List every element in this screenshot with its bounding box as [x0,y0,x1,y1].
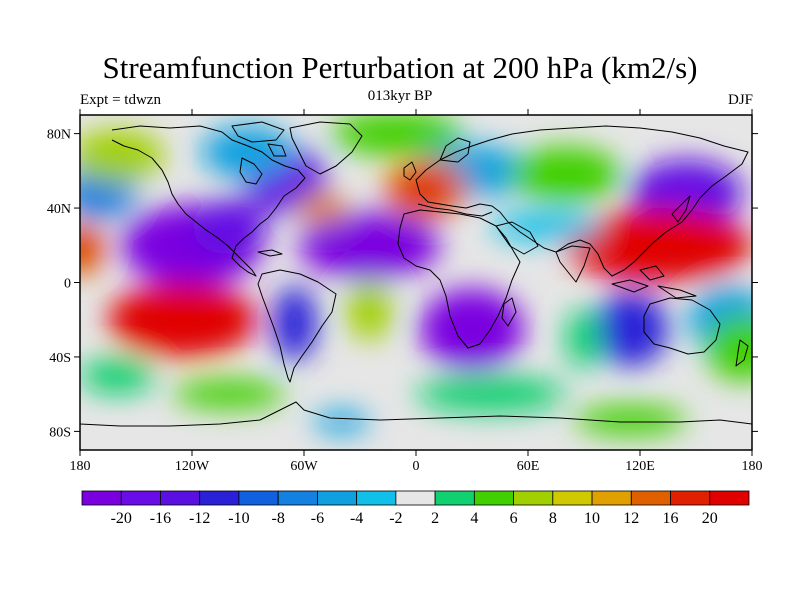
coastlines [80,121,752,427]
colorbar-label: 12 [623,510,639,527]
coast-south-america [257,269,337,383]
experiment-label: Expt = tdwzn [80,92,161,108]
field-region-23 [416,375,566,413]
x-tick-label: 120E [625,459,655,474]
field-core-2 [443,306,501,352]
plot-title: Streamfunction Perturbation at 200 hPa (… [102,50,698,85]
field-core-1 [330,226,409,264]
colorbar-label: 4 [470,510,478,527]
colorbar-label: 6 [510,510,518,527]
field-region-16 [80,129,164,182]
colorbar-label: 2 [431,510,439,527]
y-tick-label: 80S [49,425,71,440]
field-core-12 [308,199,338,217]
colorbar-label: -20 [111,510,132,527]
coast-scandinavia [439,137,471,163]
field-region-4 [272,286,318,361]
coast-british-isles [403,161,417,181]
colorbar-label: 20 [702,510,718,527]
coast-madagascar [501,297,517,327]
field-region-5 [593,291,669,367]
x-tick-label: 60W [290,459,318,474]
colorbar-box [591,490,632,506]
colorbar-label: -8 [272,510,285,527]
field-core-27 [208,211,250,243]
colorbar-box [552,490,593,506]
coast-north-america [111,125,306,277]
field-region-9 [201,126,295,179]
field-region-25 [565,308,603,369]
plot-subtitle: 013kyr BP [367,88,433,104]
colorbar-label: -4 [350,510,363,527]
colorbar-box [709,490,750,506]
field-core-11 [402,173,448,206]
colorbar-label: -16 [150,510,171,527]
colorbar-box [356,490,397,506]
coast-new-zealand [735,339,749,367]
field-region-20 [705,314,752,382]
colorbar: -20 -16 -12 -10 -8 -6 -4 -2 2 4 6 8 10 12 16 20 [81,490,750,527]
x-tick-label: 180 [70,459,91,474]
field-region-24 [80,356,155,395]
colorbar-box [630,490,671,506]
colorbar-label: -2 [389,510,402,527]
field-region-22 [574,405,687,436]
colorbar-label: -6 [311,510,324,527]
coast-eurasia [415,125,749,277]
field-region-28 [490,211,603,242]
colorbar-box [513,490,554,506]
field-core-6 [655,174,718,212]
field-core-15 [80,234,95,264]
field-region-17 [332,115,463,156]
field-region-21 [173,379,286,410]
colorbar-box [81,490,122,506]
x-tick-label: 180 [742,459,763,474]
coast-australia [643,297,721,355]
coast-india [555,245,591,283]
x-tick-label: 60E [517,459,540,474]
coast-mediterranean [417,203,493,217]
season-label: DJF [727,92,753,108]
field-region-26 [313,410,370,434]
colorbar-box [473,490,514,506]
coast-indonesia [611,265,697,299]
field-core-14 [141,299,224,341]
coast-arabia [495,221,539,255]
axis-ticks: 80N 40N 0 40S 80S 180 120W 60W 0 60E 120E 180 [47,109,763,474]
y-tick-label: 80N [47,128,71,143]
colorbar-box [120,490,161,506]
colorbar-label: 10 [584,510,600,527]
colorbar-box [317,490,358,506]
field-region-18 [509,146,622,203]
colorbar-box [277,490,318,506]
field-region-19 [346,280,392,341]
y-tick-label: 40S [49,351,71,366]
contour-fields [80,115,752,436]
colorbar-box [199,490,240,506]
y-tick-label: 0 [64,277,71,292]
coast-arctic-islands [231,121,287,157]
colorbar-label: -10 [228,510,249,527]
map-area [79,114,753,451]
colorbar-box [238,490,279,506]
coast-africa [397,209,521,349]
colorbar-box [160,490,201,506]
coast-japan [671,195,691,223]
coast-cuba [257,249,283,257]
coast-antarctica [80,401,752,427]
x-tick-label: 120W [175,459,210,474]
y-tick-label: 40N [47,202,71,217]
colorbar-box [434,490,475,506]
colorbar-box [670,490,711,506]
coast-greenland [289,121,363,175]
field-core-13 [607,224,711,266]
colorbar-label: -12 [189,510,210,527]
coast-hudson-bay [239,157,263,185]
x-tick-label: 0 [413,459,420,474]
colorbar-label: 16 [663,510,679,527]
colorbar-box [395,490,436,506]
colorbar-label: 8 [549,510,557,527]
